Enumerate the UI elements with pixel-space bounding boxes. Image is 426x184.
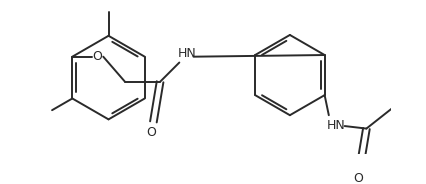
Text: O: O bbox=[353, 172, 363, 184]
Text: O: O bbox=[92, 50, 102, 63]
Text: HN: HN bbox=[178, 47, 196, 60]
Text: O: O bbox=[146, 126, 156, 139]
Text: HN: HN bbox=[327, 119, 346, 132]
